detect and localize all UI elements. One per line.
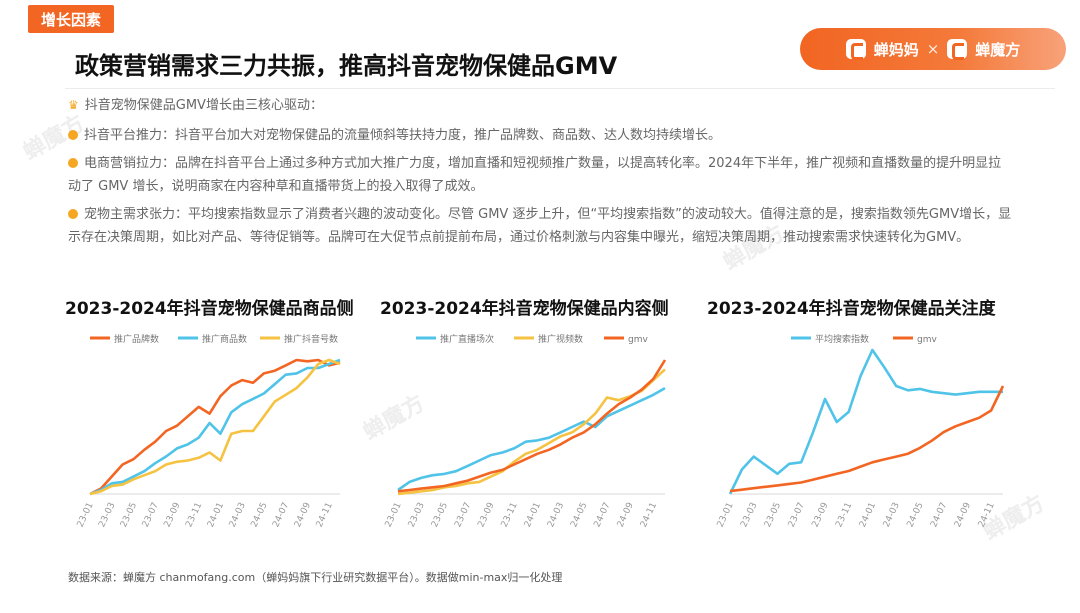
bullet-icon: [68, 158, 78, 168]
series-line: [397, 359, 667, 493]
summary-point-text: 宠物主需求张力：平均搜索指数显示了消费者兴趣的波动变化。尽管 GMV 逐步上升，…: [68, 207, 1012, 245]
x-tick-label: 24-05: [250, 501, 270, 529]
chart-product-side: 推广品牌数 推广商品数 推广抖音号数 23-01 23-03 23-05 23-07 23-0…: [76, 333, 341, 529]
bullet-icon: [68, 209, 78, 219]
brand-right: 蝉魔方: [975, 40, 1021, 59]
summary-intro: ♛ 抖音宠物保健品GMV增长由三核心驱动：: [68, 94, 1048, 117]
x-tick-label: 24-09: [616, 501, 636, 529]
x-tick-label: 23-05: [763, 501, 783, 529]
x-tick-label: 23-07: [141, 501, 161, 529]
summary-point-3: 宠物主需求张力：平均搜索指数显示了消费者兴趣的波动变化。尽管 GMV 逐步上升，…: [68, 203, 1013, 249]
x-tick-label: 23-11: [184, 501, 204, 529]
x-tick-label: 23-03: [739, 501, 759, 529]
summary-point-1: 抖音平台推力：抖音平台加大对宠物保健品的流量倾斜等扶持力度，推广品牌数、商品数、…: [68, 124, 1048, 147]
legend-label: 推广品牌数: [114, 333, 159, 345]
x-tick-label: 24-01: [858, 501, 878, 529]
brand-separator: ×: [926, 40, 940, 58]
legend-label: 推广抖音号数: [284, 333, 338, 345]
summary-point-text: 抖音平台推力：抖音平台加大对宠物保健品的流量倾斜等扶持力度，推广品牌数、商品数、…: [84, 128, 722, 143]
legend-label: 推广视频数: [538, 333, 583, 345]
x-tick-label: 23-01: [76, 501, 96, 529]
crown-icon: ♛: [68, 98, 79, 112]
summary-point-text: 电商营销拉力：品牌在抖音平台上通过多种方式加大推广力度，增加直播和短视频推广数量…: [68, 156, 1002, 194]
x-tick-label: 23-05: [430, 501, 450, 529]
series-line: [728, 348, 1003, 495]
x-tick-label: 23-03: [407, 501, 427, 529]
x-tick-label: 24-11: [315, 501, 335, 529]
series-line: [89, 358, 341, 496]
x-tick-label: 24-11: [639, 501, 659, 529]
x-tick-label: 24-07: [929, 501, 949, 529]
series-line: [89, 358, 341, 496]
chanmofang-logo-icon: [947, 39, 968, 60]
divider: [65, 88, 1055, 89]
series-line: [397, 368, 666, 496]
legend-label: gmv: [628, 335, 648, 345]
x-tick-label: 23-03: [97, 501, 117, 529]
x-tick-label: 24-09: [293, 501, 313, 529]
section-tag: 增长因素: [28, 5, 114, 33]
x-tick-label: 24-01: [523, 501, 543, 529]
x-tick-label: 23-01: [384, 501, 404, 529]
series-line: [397, 386, 666, 492]
x-tick-label: 24-09: [953, 501, 973, 529]
x-tick-label: 24-03: [882, 501, 902, 529]
bullet-icon: [68, 130, 78, 140]
x-tick-label: 23-09: [163, 501, 183, 529]
x-tick-label: 24-07: [271, 501, 291, 529]
x-tick-label: 24-11: [977, 501, 997, 529]
brand-badge: 蝉妈妈 × 蝉魔方: [800, 28, 1066, 70]
summary-intro-text: 抖音宠物保健品GMV增长由三核心驱动：: [84, 98, 323, 113]
chart-title-product: 2023-2024年抖音宠物保健品商品侧: [65, 299, 354, 319]
legend-label: gmv: [917, 335, 937, 345]
x-tick-label: 24-03: [546, 501, 566, 529]
x-tick-label: 24-01: [206, 501, 226, 529]
brand-left: 蝉妈妈: [873, 40, 919, 59]
x-tick-label: 23-07: [787, 501, 807, 529]
x-tick-label: 23-11: [834, 501, 854, 529]
x-tick-label: 23-05: [119, 501, 139, 529]
chanmama-logo-icon: [845, 39, 866, 60]
x-tick-label: 24-07: [593, 501, 613, 529]
x-tick-label: 23-07: [453, 501, 473, 529]
x-tick-label: 23-01: [716, 501, 736, 529]
legend-label: 推广商品数: [202, 333, 247, 345]
chart-title-attention: 2023-2024年抖音宠物保健品关注度: [707, 299, 996, 319]
x-tick-label: 24-05: [906, 501, 926, 529]
series-line: [89, 358, 341, 496]
x-tick-label: 23-11: [500, 501, 520, 529]
legend-label: 推广直播场次: [440, 333, 494, 345]
source-note: 数据来源：蝉魔方 chanmofang.com（蝉妈妈旗下行业研究数据平台）。数…: [68, 571, 563, 584]
page-title: 政策营销需求三力共振，推高抖音宠物保健品GMV: [75, 52, 618, 80]
x-tick-label: 24-03: [228, 501, 248, 529]
chart-title-content: 2023-2024年抖音宠物保健品内容侧: [380, 299, 669, 319]
legend-label: 平均搜索指数: [815, 333, 869, 345]
series-line: [729, 385, 1005, 493]
x-tick-label: 23-09: [811, 501, 831, 529]
x-tick-label: 23-09: [476, 501, 496, 529]
summary-point-2: 电商营销拉力：品牌在抖音平台上通过多种方式加大推广力度，增加直播和短视频推广数量…: [68, 152, 1013, 198]
x-tick-label: 24-05: [569, 501, 589, 529]
